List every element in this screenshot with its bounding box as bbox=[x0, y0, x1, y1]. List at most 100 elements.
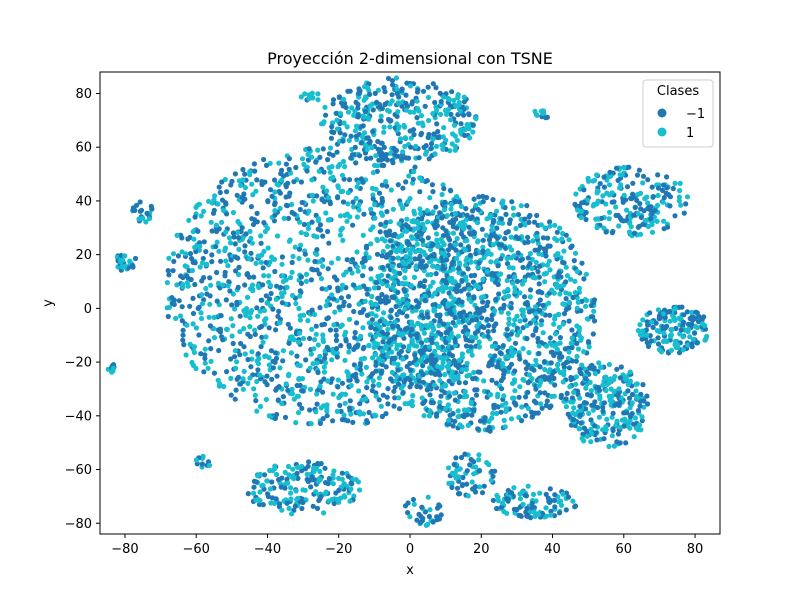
point-class-pos1 bbox=[554, 346, 561, 353]
point-class-neg1 bbox=[347, 88, 353, 94]
point-class-pos1 bbox=[549, 287, 555, 293]
point-class-neg1 bbox=[418, 132, 424, 138]
point-class-neg1 bbox=[347, 405, 353, 411]
point-class-neg1 bbox=[383, 294, 389, 300]
point-class-neg1 bbox=[566, 318, 572, 324]
point-class-neg1 bbox=[358, 140, 364, 146]
point-class-pos1 bbox=[393, 75, 400, 81]
point-class-pos1 bbox=[432, 290, 438, 296]
point-class-neg1 bbox=[345, 473, 352, 480]
point-class-neg1 bbox=[541, 359, 548, 365]
point-class-pos1 bbox=[564, 273, 571, 279]
point-class-neg1 bbox=[547, 312, 553, 318]
point-class-pos1 bbox=[541, 111, 547, 117]
point-class-pos1 bbox=[445, 335, 451, 341]
point-class-neg1 bbox=[536, 274, 542, 280]
point-class-pos1 bbox=[174, 282, 180, 288]
point-class-pos1 bbox=[397, 136, 404, 142]
point-class-pos1 bbox=[443, 111, 450, 117]
point-class-pos1 bbox=[384, 321, 390, 327]
point-class-neg1 bbox=[535, 269, 541, 275]
point-class-neg1 bbox=[540, 302, 546, 308]
point-class-pos1 bbox=[645, 223, 651, 230]
point-class-pos1 bbox=[427, 283, 433, 289]
point-class-pos1 bbox=[373, 413, 379, 419]
point-class-pos1 bbox=[363, 396, 369, 402]
point-class-neg1 bbox=[253, 479, 259, 485]
point-class-neg1 bbox=[578, 420, 584, 426]
point-class-neg1 bbox=[580, 431, 586, 437]
point-class-neg1 bbox=[403, 92, 409, 98]
point-class-pos1 bbox=[604, 381, 610, 387]
y-tick-label: −60 bbox=[65, 463, 92, 478]
point-class-pos1 bbox=[463, 366, 469, 373]
point-class-pos1 bbox=[191, 344, 197, 350]
point-class-neg1 bbox=[287, 190, 293, 196]
point-class-pos1 bbox=[626, 420, 632, 427]
point-class-pos1 bbox=[606, 393, 612, 399]
point-class-pos1 bbox=[354, 123, 360, 129]
point-class-pos1 bbox=[293, 420, 299, 426]
point-class-pos1 bbox=[435, 286, 442, 293]
point-class-neg1 bbox=[644, 393, 650, 399]
point-class-pos1 bbox=[317, 353, 323, 359]
point-class-pos1 bbox=[119, 257, 126, 263]
point-class-neg1 bbox=[460, 474, 466, 481]
point-class-pos1 bbox=[427, 365, 433, 371]
point-class-pos1 bbox=[538, 378, 544, 384]
point-class-pos1 bbox=[395, 298, 401, 304]
point-class-neg1 bbox=[379, 182, 385, 188]
point-class-pos1 bbox=[247, 324, 253, 330]
point-class-neg1 bbox=[494, 225, 500, 231]
point-class-neg1 bbox=[648, 204, 654, 210]
point-class-pos1 bbox=[640, 328, 646, 334]
point-class-neg1 bbox=[230, 340, 236, 347]
point-class-pos1 bbox=[253, 188, 259, 194]
point-class-neg1 bbox=[432, 99, 438, 106]
point-class-pos1 bbox=[250, 288, 256, 294]
legend-title: Clases bbox=[657, 84, 699, 99]
point-class-neg1 bbox=[690, 317, 696, 323]
point-class-pos1 bbox=[435, 241, 441, 247]
point-class-neg1 bbox=[689, 341, 695, 347]
point-class-neg1 bbox=[472, 489, 479, 495]
point-class-neg1 bbox=[647, 310, 653, 316]
point-class-neg1 bbox=[464, 481, 470, 487]
point-class-neg1 bbox=[132, 207, 138, 213]
point-class-pos1 bbox=[560, 301, 566, 307]
point-class-neg1 bbox=[561, 311, 568, 317]
point-class-pos1 bbox=[670, 313, 676, 319]
point-class-neg1 bbox=[512, 368, 518, 374]
point-class-pos1 bbox=[372, 351, 379, 358]
point-class-neg1 bbox=[318, 359, 324, 365]
point-class-neg1 bbox=[437, 503, 443, 509]
point-class-neg1 bbox=[257, 324, 263, 331]
point-class-neg1 bbox=[423, 143, 429, 149]
point-class-pos1 bbox=[513, 225, 519, 232]
point-class-neg1 bbox=[676, 350, 683, 356]
point-class-pos1 bbox=[316, 168, 322, 174]
point-class-neg1 bbox=[294, 353, 300, 359]
point-class-pos1 bbox=[573, 191, 579, 197]
point-class-neg1 bbox=[283, 202, 290, 208]
point-class-neg1 bbox=[500, 343, 506, 349]
point-class-pos1 bbox=[378, 113, 384, 119]
point-class-pos1 bbox=[473, 202, 479, 208]
point-class-pos1 bbox=[311, 346, 317, 352]
point-class-pos1 bbox=[354, 249, 360, 255]
point-class-neg1 bbox=[323, 112, 329, 118]
point-class-neg1 bbox=[250, 221, 257, 228]
point-class-pos1 bbox=[241, 368, 247, 374]
point-class-neg1 bbox=[192, 214, 198, 220]
point-class-neg1 bbox=[218, 313, 224, 319]
point-class-pos1 bbox=[409, 218, 415, 224]
point-class-neg1 bbox=[383, 254, 389, 260]
point-class-pos1 bbox=[488, 392, 494, 398]
point-class-pos1 bbox=[525, 405, 531, 411]
point-class-neg1 bbox=[523, 394, 529, 400]
point-class-pos1 bbox=[276, 160, 282, 166]
point-class-pos1 bbox=[235, 218, 241, 225]
point-class-neg1 bbox=[190, 310, 197, 317]
point-class-pos1 bbox=[512, 388, 518, 394]
point-class-neg1 bbox=[372, 326, 378, 332]
